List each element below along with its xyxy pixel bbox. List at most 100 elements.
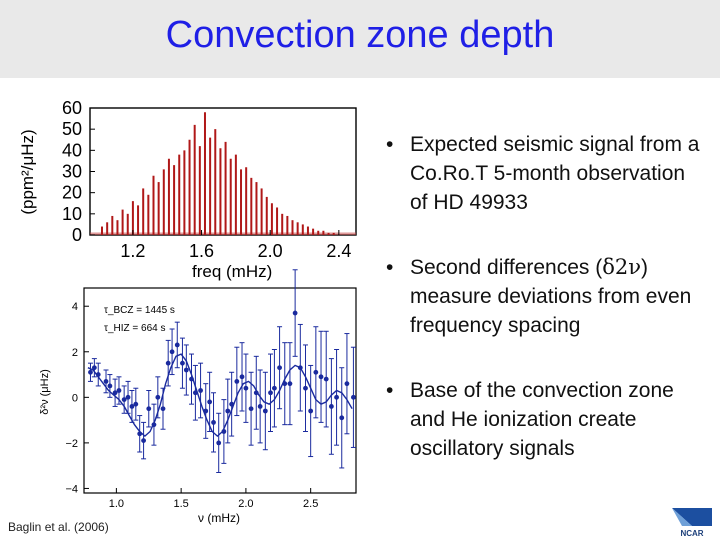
bullet-dot-icon: •: [386, 256, 394, 279]
sd-ytick-label: 0: [72, 392, 78, 404]
power-ylabel: (ppm²/μHz): [18, 129, 37, 214]
data-point: [160, 406, 166, 412]
sd-xlabel: ν (mHz): [198, 511, 240, 525]
data-point: [169, 349, 175, 355]
data-point: [334, 394, 339, 400]
power-ytick-label: 40: [62, 140, 82, 160]
data-point: [308, 408, 314, 414]
power-xlabel: freq (mHz): [192, 262, 272, 281]
logo-label: NCAR: [680, 529, 703, 538]
bullet-text-post: ) measure deviations from even frequency…: [410, 256, 692, 337]
data-point: [318, 374, 324, 380]
sd-plot-frame: [83, 287, 357, 494]
data-point: [133, 401, 139, 407]
bullet-item: • Second differences (δ2ν) measure deviat…: [382, 253, 702, 340]
data-point: [198, 388, 203, 393]
data-point: [268, 390, 273, 396]
data-point: [323, 376, 329, 382]
annotation-tau-bcz: τ_BCZ = 1445 s: [104, 305, 175, 316]
bullet-dot-icon: •: [386, 379, 394, 402]
sd-ytick-label: −4: [65, 483, 78, 495]
bullet-list: • Expected seismic signal from a Co.Ro.T …: [382, 130, 702, 499]
data-point: [91, 365, 97, 371]
data-point: [313, 369, 319, 375]
data-point: [253, 390, 259, 396]
data-point: [351, 394, 356, 400]
sd-xtick-label: 2.5: [303, 498, 318, 510]
data-point: [328, 404, 334, 409]
data-point: [103, 378, 109, 384]
sd-xtick-label: 1.0: [109, 498, 124, 510]
data-point: [282, 381, 288, 387]
sd-ytick-label: −2: [65, 438, 78, 450]
annotation-tau-hiz: τ_HIZ = 664 s: [104, 323, 165, 334]
data-point: [183, 367, 189, 373]
data-point: [297, 365, 303, 371]
power-ytick-label: 60: [62, 98, 82, 118]
data-point: [229, 401, 235, 407]
data-point: [129, 404, 135, 409]
data-point: [174, 342, 180, 348]
data-point: [165, 360, 171, 366]
data-point: [211, 419, 216, 425]
sd-ytick-label: 2: [72, 347, 78, 359]
data-point: [107, 383, 113, 389]
data-point: [303, 385, 308, 391]
power-ytick-label: 10: [62, 204, 82, 224]
power-ytick-label: 30: [62, 162, 82, 182]
data-point: [221, 429, 227, 434]
bullet-dot-icon: •: [386, 133, 394, 156]
page-title: Convection zone depth: [165, 14, 555, 56]
data-point: [234, 378, 240, 384]
data-point: [112, 390, 118, 396]
sd-xtick-label: 1.5: [173, 498, 188, 510]
data-point: [243, 385, 249, 391]
bullet-item: • Base of the convection zone and He ioni…: [382, 376, 702, 463]
title-band: [0, 0, 720, 78]
power-ytick-label: 50: [62, 119, 82, 139]
bullet-text: Expected seismic signal from a Co.Ro.T 5…: [410, 133, 700, 214]
data-point: [141, 438, 146, 444]
data-point: [192, 390, 198, 396]
power-ytick-label: 20: [62, 183, 82, 203]
bullet-text: Base of the convection zone and He ioniz…: [410, 379, 674, 460]
data-point: [155, 394, 161, 400]
power-ytick-label: 0: [72, 225, 82, 245]
data-point: [203, 408, 209, 414]
data-point: [262, 408, 268, 414]
data-point: [146, 406, 152, 412]
ncar-logo: NCAR: [672, 508, 712, 538]
sd-ylabel: δ²ν (μHz): [39, 369, 51, 414]
data-point: [207, 399, 213, 405]
sd-ytick-label: 4: [72, 301, 78, 313]
data-point: [257, 404, 263, 409]
power-xtick-label: 2.0: [258, 241, 283, 261]
bullet-item: • Expected seismic signal from a Co.Ro.T …: [382, 130, 702, 217]
bullet-text-pre: Second differences (: [410, 256, 603, 279]
data-point: [125, 394, 131, 400]
data-point: [137, 431, 143, 437]
data-point: [216, 440, 222, 446]
data-point: [189, 376, 194, 382]
two-symbol: 2: [614, 255, 629, 279]
power-xtick-label: 1.2: [120, 241, 145, 261]
data-point: [287, 381, 293, 387]
data-point: [344, 381, 350, 387]
data-point: [277, 365, 282, 371]
power-xtick-label: 2.4: [326, 241, 351, 261]
data-point: [116, 388, 122, 393]
data-point: [121, 397, 127, 403]
nu-symbol: ν: [628, 255, 642, 279]
delta-symbol: δ: [602, 255, 615, 279]
noise-floor: [90, 232, 356, 235]
data-point: [225, 408, 231, 414]
data-point: [272, 385, 277, 391]
power-xtick-label: 1.6: [189, 241, 214, 261]
data-point: [248, 406, 254, 412]
data-point: [88, 369, 93, 375]
data-point: [95, 372, 101, 377]
data-point: [239, 374, 245, 380]
sd-xtick-label: 2.0: [238, 498, 253, 510]
